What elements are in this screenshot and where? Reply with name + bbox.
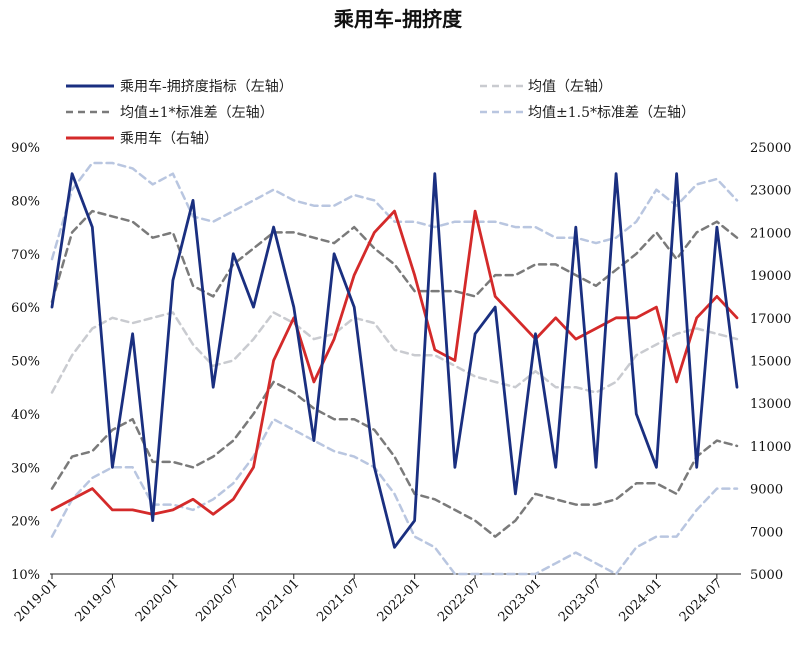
x-tick-label: 2022-01 xyxy=(375,576,424,625)
legend-label: 乘用车-拥挤度指标（左轴） xyxy=(120,78,293,95)
y-left-tick-label: 80% xyxy=(11,194,40,209)
legend-label: 乘用车（右轴） xyxy=(120,130,218,147)
x-tick-label: 2021-01 xyxy=(254,576,303,625)
y-left-tick-label: 20% xyxy=(11,515,40,530)
y-left-tick-label: 40% xyxy=(11,408,40,423)
y-left-tick-label: 90% xyxy=(11,141,40,156)
legend-item-passenger-car: 乘用车（右轴） xyxy=(66,130,218,147)
series-line xyxy=(50,161,739,261)
right-axis: 5000 7000 9000 11000 13000 15000 17000 19000 210… xyxy=(750,141,791,583)
x-axis: 2019-01 2019-07 2020-01 2020-07 2021-01 2021-… xyxy=(12,574,726,625)
series-line xyxy=(50,380,739,538)
x-tick-label: 2022-07 xyxy=(435,576,484,625)
series-line xyxy=(50,311,739,394)
y-right-tick-label: 11000 xyxy=(750,440,791,455)
y-right-tick-label: 9000 xyxy=(750,483,783,498)
legend-item-mean: 均值（左轴） xyxy=(480,79,612,95)
series-line xyxy=(50,209,739,516)
legend-label: 均值（左轴） xyxy=(528,79,612,95)
y-left-tick-label: 50% xyxy=(11,355,40,370)
legend-item-crowding-index: 乘用车-拥挤度指标（左轴） xyxy=(66,78,293,95)
x-tick-label: 2023-07 xyxy=(556,576,605,625)
y-right-tick-label: 17000 xyxy=(750,312,791,327)
legend-label: 均值±1*标准差（左轴） xyxy=(120,105,274,121)
y-right-tick-label: 5000 xyxy=(750,568,783,583)
legend: 乘用车-拥挤度指标（左轴） 均值（左轴） 均值±1*标准差（左轴） 均值±1.5… xyxy=(66,78,695,147)
y-right-tick-label: 21000 xyxy=(750,226,791,241)
series-line xyxy=(50,417,739,576)
x-tick-label: 2024-01 xyxy=(616,576,665,625)
y-left-tick-label: 60% xyxy=(11,301,40,316)
y-right-tick-label: 7000 xyxy=(750,525,783,540)
x-tick-label: 2023-01 xyxy=(496,576,545,625)
series-line xyxy=(50,172,739,549)
series-layer xyxy=(50,161,739,576)
legend-item-mean-1sd: 均值±1*标准差（左轴） xyxy=(66,105,274,121)
x-tick-label: 2024-07 xyxy=(677,576,726,625)
y-right-tick-label: 25000 xyxy=(750,141,791,156)
x-tick-label: 2020-01 xyxy=(133,576,182,625)
series-line xyxy=(50,209,739,304)
y-right-tick-label: 19000 xyxy=(750,269,791,284)
y-left-tick-label: 70% xyxy=(11,248,40,263)
x-tick-label: 2021-07 xyxy=(314,576,363,625)
legend-label: 均值±1.5*标准差（左轴） xyxy=(528,105,695,121)
y-right-tick-label: 15000 xyxy=(750,355,791,370)
y-right-tick-label: 13000 xyxy=(750,397,791,412)
x-tick-label: 2020-07 xyxy=(193,576,242,625)
y-left-tick-label: 30% xyxy=(11,461,40,476)
legend-item-mean-1-5sd: 均值±1.5*标准差（左轴） xyxy=(480,105,695,121)
x-tick-label: 2019-01 xyxy=(12,576,61,625)
left-axis: 10% 20% 30% 40% 50% 60% 70% 80% 90% xyxy=(11,141,40,583)
y-left-tick-label: 10% xyxy=(11,568,40,583)
y-right-tick-label: 23000 xyxy=(750,184,791,199)
plot-area: 10% 20% 30% 40% 50% 60% 70% 80% 90% 5000 7000 9000… xyxy=(11,141,791,625)
x-tick-label: 2019-07 xyxy=(72,576,121,625)
chart-title: 乘用车-拥挤度 xyxy=(333,7,463,31)
